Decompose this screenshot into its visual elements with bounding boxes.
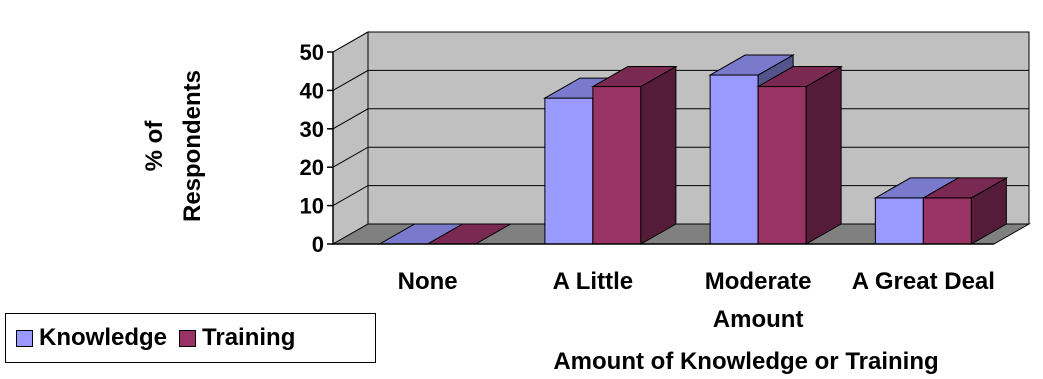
legend-label-training: Training [202, 324, 296, 351]
bar-top [590, 66, 678, 88]
bar-front [922, 197, 972, 245]
y-axis-label-line1: % of [141, 120, 168, 172]
bar-top [708, 54, 796, 76]
bar-side [640, 65, 677, 245]
bar-top [921, 177, 1009, 199]
gridline [332, 31, 1029, 53]
bar-front [709, 74, 759, 245]
x-tick-label: Moderate [705, 268, 812, 295]
y-axis-label-line2: Respondents [179, 70, 206, 222]
bar-front [874, 197, 924, 245]
legend-item-training: Training [179, 324, 295, 352]
x-tick-label: A Little [553, 268, 633, 295]
bar-front [592, 86, 642, 245]
bar-training-1 [590, 65, 678, 245]
bar-top [756, 66, 844, 88]
y-axis: 0 10 20 30 40 50 [300, 40, 994, 257]
side-wall [332, 31, 369, 245]
x-tick-label: None [398, 268, 458, 295]
x-axis-title: Amount of Knowledge or Training [553, 348, 938, 375]
x-tick-label: A Great Deal [852, 268, 995, 295]
legend-swatch-training [179, 329, 197, 347]
x-axis-labels: None A Little Moderate Amount A Great Deal [398, 268, 995, 333]
y-tick-label: 30 [300, 117, 324, 142]
legend-label-knowledge: Knowledge [39, 324, 168, 351]
y-tick-label: 10 [300, 194, 324, 219]
legend-swatch-knowledge [16, 329, 33, 347]
legend: Knowledge Training [5, 313, 376, 363]
bar-front [757, 86, 807, 245]
legend-item-knowledge: Knowledge [16, 324, 167, 352]
bar-side [805, 65, 842, 245]
bar-training-3 [921, 177, 1009, 245]
bars [377, 54, 1009, 245]
bar-front [544, 97, 594, 245]
y-tick-label: 40 [300, 78, 324, 103]
y-tick-label: 50 [300, 40, 324, 65]
y-tick-label: 20 [300, 155, 324, 180]
bar-training-2 [756, 65, 844, 245]
y-tick-label: 0 [312, 232, 324, 257]
x-tick-label: Amount [713, 306, 804, 333]
